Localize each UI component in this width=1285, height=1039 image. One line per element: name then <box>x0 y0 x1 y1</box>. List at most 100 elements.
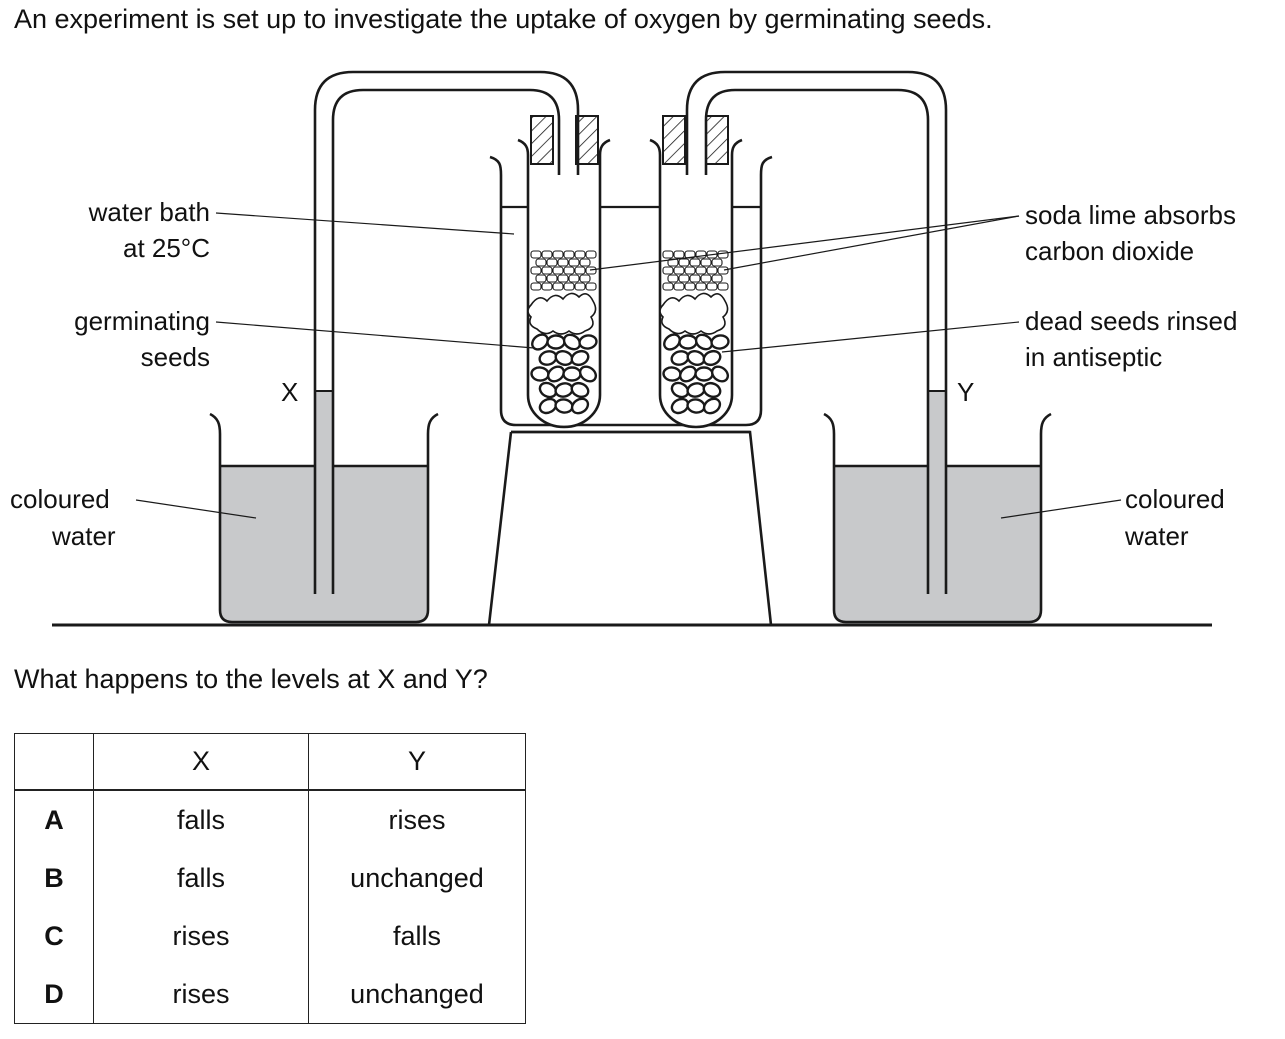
soda-lime-granule <box>717 282 729 291</box>
intro-text: An experiment is set up to investigate t… <box>14 4 993 34</box>
option-letter: C <box>14 907 94 965</box>
soda-lime-granule <box>717 266 729 275</box>
cotton-wool-plug <box>659 292 729 335</box>
test-tube-dead-seeds <box>649 115 743 429</box>
table-row[interactable]: C rises falls <box>14 907 526 965</box>
experiment-diagram: water bath at 25°C germinating seeds X c… <box>10 70 1237 627</box>
soda-lime-granule <box>546 274 558 283</box>
cell-x: rises <box>93 965 309 1024</box>
soda-lime-granule <box>689 274 701 283</box>
soda-lime-granule <box>711 258 723 267</box>
seed <box>530 366 550 382</box>
soda-lime-granule <box>541 250 553 259</box>
soda-lime-granule <box>673 250 685 259</box>
label-soda-lime-2: carbon dioxide <box>1025 236 1194 266</box>
soda-lime-granule <box>535 258 547 267</box>
label-dead-seeds-2: in antiseptic <box>1025 342 1162 372</box>
soda-lime-granule <box>568 258 580 267</box>
capillary-tube-left <box>313 70 580 594</box>
soda-lime-granule <box>585 266 597 275</box>
option-letter: A <box>14 790 94 849</box>
soda-lime-granule <box>667 274 679 283</box>
seed <box>562 333 582 351</box>
label-germinating: germinating <box>74 306 210 336</box>
seed <box>678 334 698 350</box>
soda-lime-granule <box>700 274 712 283</box>
label-x: X <box>281 377 298 407</box>
seed <box>562 366 582 382</box>
cell-x: rises <box>93 907 309 965</box>
seed <box>570 397 590 415</box>
seed <box>578 334 598 350</box>
soda-lime-granule <box>678 258 690 267</box>
soda-lime-granule <box>530 250 542 259</box>
soda-lime-granule <box>541 282 553 291</box>
label-y: Y <box>957 377 974 407</box>
test-tube-germinating <box>517 115 611 429</box>
answer-table: X Y A falls rises B falls unchanged C ri… <box>14 733 526 1024</box>
soda-lime-granule <box>541 266 553 275</box>
header-empty <box>14 733 94 791</box>
label-coloured-water-right-2: water <box>1124 521 1189 551</box>
soda-lime-granule <box>563 282 575 291</box>
label-germinating-seeds: seeds <box>141 342 210 372</box>
soda-lime-granule <box>695 282 707 291</box>
seed <box>694 333 714 351</box>
table-header-row: X Y <box>14 733 526 791</box>
soda-lime-granule <box>711 274 723 283</box>
label-dead-seeds: dead seeds rinsed <box>1025 306 1237 336</box>
soda-lime-granule <box>662 282 674 291</box>
soda-lime-granule <box>706 266 718 275</box>
cell-y: falls <box>308 907 526 965</box>
soda-lime-granule <box>530 282 542 291</box>
soda-lime-granule <box>717 250 729 259</box>
soda-lime-granule <box>563 266 575 275</box>
soda-lime-granule <box>574 282 586 291</box>
soda-lime-granule <box>557 274 569 283</box>
soda-lime-granule <box>684 282 696 291</box>
table-row[interactable]: B falls unchanged <box>14 849 526 907</box>
header-y: Y <box>308 733 526 791</box>
seed <box>662 366 682 382</box>
soda-lime-granule <box>574 250 586 259</box>
table-row[interactable]: D rises unchanged <box>14 965 526 1024</box>
soda-lime-granule <box>552 250 564 259</box>
soda-lime-granule <box>684 266 696 275</box>
soda-lime-granule <box>689 258 701 267</box>
cell-y: unchanged <box>308 965 526 1024</box>
soda-lime-granule <box>662 266 674 275</box>
soda-lime-granule <box>552 266 564 275</box>
cell-y: rises <box>308 790 526 849</box>
seed <box>710 365 730 383</box>
soda-lime-granule <box>706 282 718 291</box>
option-letter: D <box>14 965 94 1024</box>
cell-x: falls <box>93 790 309 849</box>
cell-y: unchanged <box>308 849 526 907</box>
soda-lime-granule <box>535 274 547 283</box>
cotton-wool-plug <box>527 292 597 335</box>
soda-lime-granule <box>568 274 580 283</box>
soda-lime-granule <box>585 282 597 291</box>
seed <box>702 381 722 399</box>
soda-lime-granule <box>695 266 707 275</box>
soda-lime-granule <box>678 274 690 283</box>
soda-lime-granule <box>673 282 685 291</box>
label-coloured-water-left-2: water <box>51 521 116 551</box>
soda-lime-granule <box>530 266 542 275</box>
header-x: X <box>93 733 309 791</box>
seed <box>702 397 722 415</box>
seed <box>570 349 590 367</box>
soda-lime-granule <box>673 266 685 275</box>
soda-lime-granule <box>574 266 586 275</box>
seed <box>663 333 681 351</box>
soda-lime-granule <box>662 250 674 259</box>
capillary-tube-right <box>685 70 948 594</box>
cell-x: falls <box>93 849 309 907</box>
seed <box>678 365 698 383</box>
soda-lime-granule <box>585 250 597 259</box>
stand <box>487 430 773 626</box>
option-letter: B <box>14 849 94 907</box>
soda-lime-granule <box>579 258 591 267</box>
seed <box>702 349 722 367</box>
table-row[interactable]: A falls rises <box>14 790 526 849</box>
